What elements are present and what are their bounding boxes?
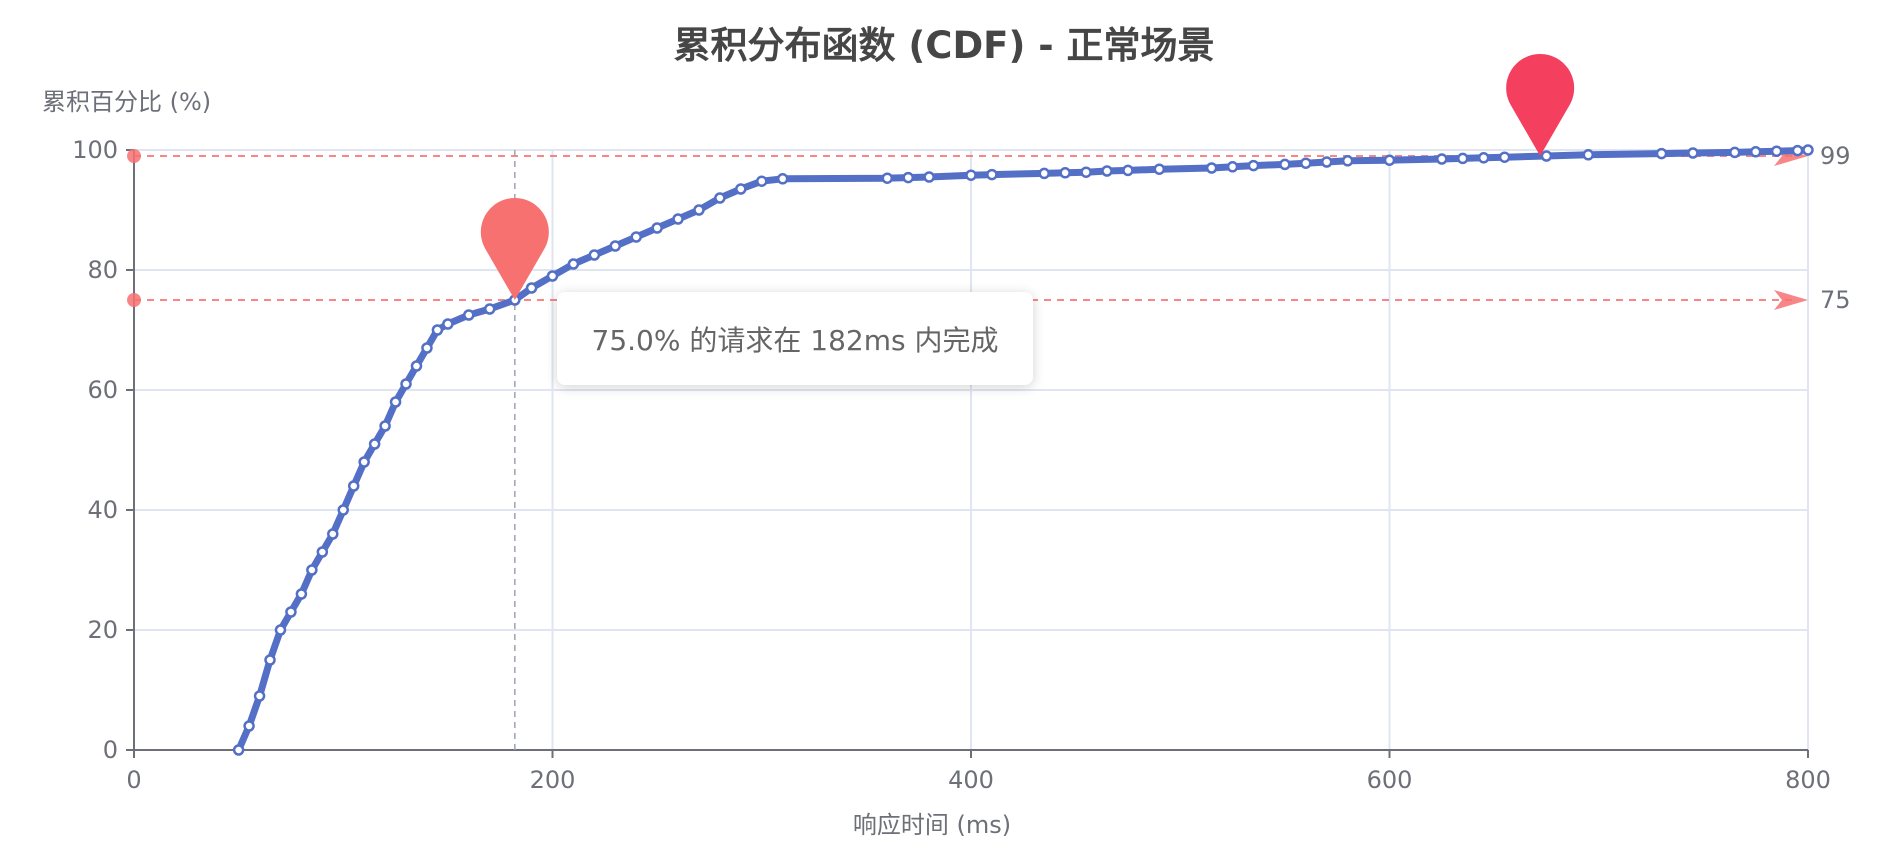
data-point (1791, 144, 1804, 157)
data-point (1080, 166, 1092, 178)
ticks: 0 20 40 60 80 100 0 200 400 600 800 (72, 136, 1831, 794)
mark-points (480, 54, 1575, 300)
data-point (1582, 149, 1595, 161)
data-point (1498, 151, 1511, 163)
data-point (672, 213, 684, 225)
data-point (1279, 158, 1291, 171)
x-tick-label: 800 (1785, 766, 1831, 794)
data-point (1122, 164, 1134, 177)
data-point (1101, 165, 1113, 177)
data-point (379, 420, 391, 432)
x-axis-label: 响应时间 (ms) (853, 811, 1011, 839)
data-point (316, 546, 329, 558)
x-tick-label: 600 (1367, 766, 1413, 794)
data-point (546, 270, 559, 282)
data-point (1383, 154, 1396, 166)
markline-arrow (1774, 290, 1808, 310)
data-point (1059, 167, 1071, 179)
data-point (1300, 157, 1312, 169)
data-point (965, 169, 977, 181)
data-point (400, 378, 412, 390)
data-point (902, 171, 914, 184)
series-line (235, 146, 1812, 754)
data-point (588, 249, 601, 261)
data-point (1341, 155, 1354, 167)
data-point (1540, 150, 1553, 162)
y-tick-label: 0 (103, 736, 118, 764)
data-point (881, 172, 894, 184)
data-point (1038, 167, 1050, 180)
data-point (651, 222, 663, 234)
data-point (1247, 159, 1260, 172)
data-point (776, 173, 789, 185)
mark-lines: 99 75 (127, 142, 1851, 314)
data-point (1749, 146, 1762, 158)
data-point (630, 231, 642, 243)
markline-start-dot (127, 293, 141, 307)
y-tick-label: 20 (87, 616, 118, 644)
data-point (463, 309, 475, 321)
grid (134, 149, 1809, 750)
x-tick-label: 200 (530, 766, 576, 794)
markline-label: 75 (1820, 286, 1851, 314)
data-point (986, 168, 998, 181)
data-point (525, 282, 538, 294)
data-point (1655, 147, 1668, 160)
data-point (1226, 161, 1239, 173)
y-tick-label: 100 (72, 136, 118, 164)
data-point (1687, 147, 1699, 159)
data-point (1456, 152, 1469, 165)
data-point (714, 192, 726, 204)
data-point (358, 456, 370, 468)
x-tick-label: 0 (126, 766, 141, 794)
y-axis-label: 累积百分比 (%) (42, 88, 211, 116)
tooltip: 75.0% 的请求在 182ms 内完成 (557, 292, 1033, 385)
data-point (295, 588, 308, 600)
data-point (1802, 144, 1814, 156)
data-point (306, 564, 318, 576)
data-point (253, 690, 266, 702)
tooltip-text: 75.0% 的请求在 182ms 内完成 (591, 323, 999, 357)
mark-point-pin (1506, 54, 1575, 157)
data-point (274, 624, 287, 636)
mark-point-pin (480, 197, 549, 300)
data-point (483, 303, 496, 315)
y-tick-label: 60 (87, 376, 118, 404)
markline-label: 99 (1820, 142, 1851, 170)
chart-title: 累积分布函数 (CDF) - 正常场景 (674, 24, 1215, 67)
y-tick-label: 40 (87, 496, 118, 524)
data-point (1205, 162, 1218, 174)
data-point (609, 240, 622, 252)
data-point (421, 342, 433, 354)
x-tick-label: 400 (948, 766, 994, 794)
data-point (756, 175, 768, 187)
data-point (1320, 156, 1333, 168)
data-point (442, 318, 454, 330)
data-point (327, 528, 339, 540)
data-point (431, 324, 444, 336)
data-point (1153, 163, 1166, 175)
data-point (735, 183, 747, 195)
data-point (923, 171, 935, 183)
data-point (232, 744, 245, 756)
data-point (368, 438, 381, 450)
data-point (1436, 153, 1448, 165)
data-point (1770, 145, 1783, 157)
data-point (1729, 146, 1741, 159)
data-point (389, 396, 402, 408)
data-point (243, 720, 255, 732)
data-point (410, 360, 423, 372)
data-point (264, 654, 276, 666)
data-point (567, 258, 580, 270)
markline-start-dot (127, 149, 141, 163)
data-point (285, 606, 297, 618)
series (232, 144, 1814, 756)
data-point (1477, 152, 1490, 164)
data-point (693, 204, 705, 216)
y-tick-label: 80 (87, 256, 118, 284)
data-point (347, 480, 360, 492)
data-point (337, 504, 349, 516)
